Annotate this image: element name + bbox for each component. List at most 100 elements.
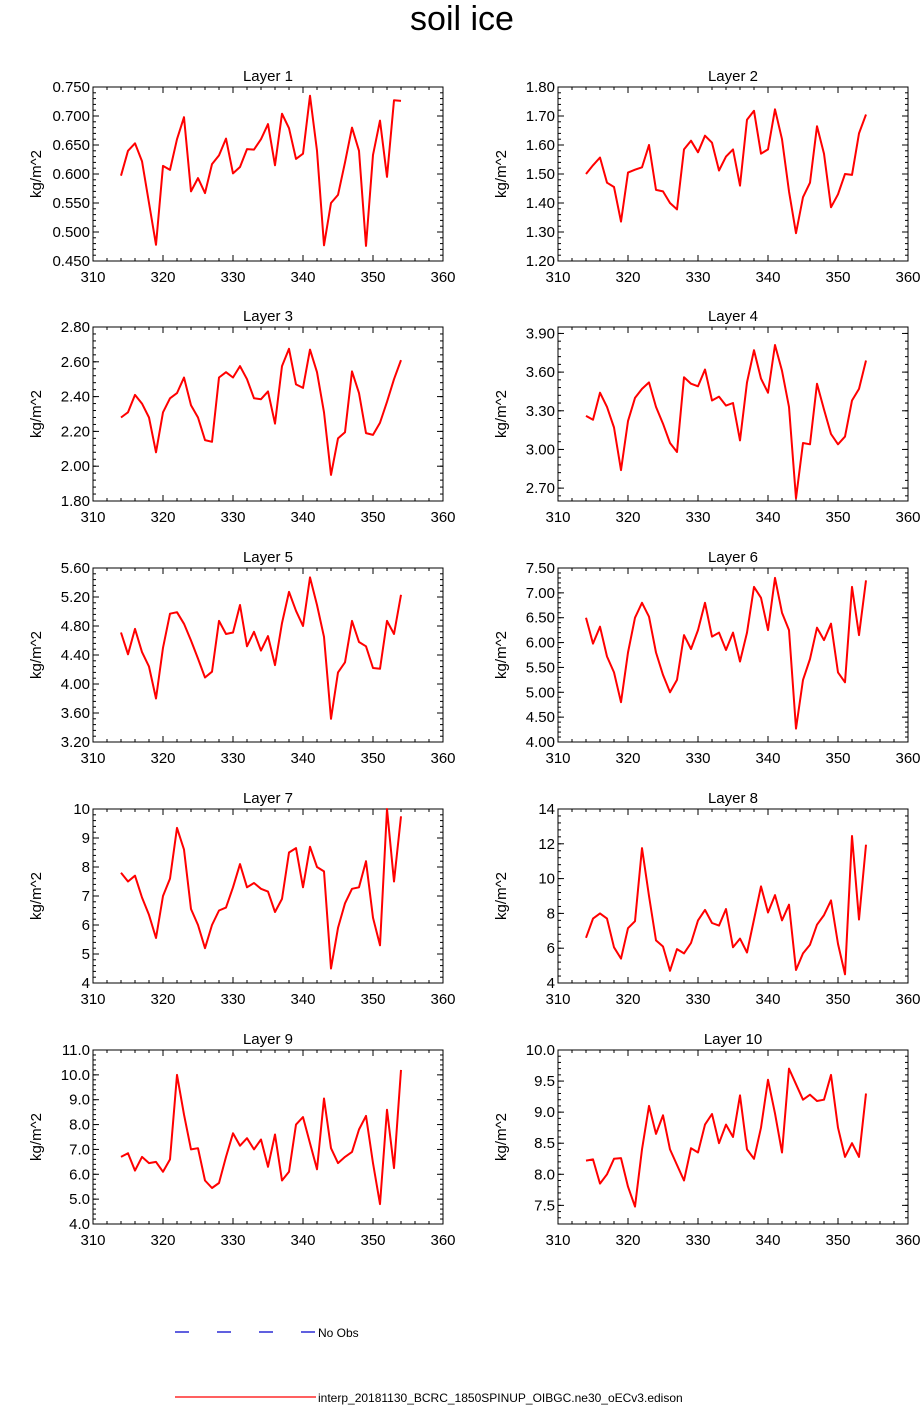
y-tick-label: 0.650 <box>52 137 90 154</box>
plot-frame <box>557 326 909 502</box>
panel-title: Layer 6 <box>708 549 758 566</box>
y-tick-label: 1.70 <box>526 108 555 125</box>
x-tick-label: 360 <box>430 269 455 286</box>
y-tick-label: 10.0 <box>526 1042 555 1059</box>
x-tick-label: 340 <box>755 269 780 286</box>
x-tick-label: 330 <box>220 1232 245 1249</box>
series-line <box>585 1067 867 1208</box>
x-tick-label: 320 <box>150 269 175 286</box>
panel-layer-3: Layer 3 310 320 330 340 350 360 1.80 2.00 2.20 2.4… <box>28 308 456 526</box>
y-axis-label: kg/m^2 <box>493 390 510 438</box>
x-tick-label: 320 <box>615 269 640 286</box>
x-tick-label: 310 <box>80 509 105 526</box>
series-line <box>120 1069 402 1206</box>
y-tick-label: 9.5 <box>534 1073 555 1090</box>
x-tick-label: 310 <box>545 991 570 1008</box>
panel-layer-1: Layer 1 310 320 330 340 350 360 0.450 0.500 0.550… <box>28 68 456 286</box>
panel-title: Layer 2 <box>708 68 758 85</box>
y-tick-label: 4.00 <box>61 676 90 693</box>
x-tick-label: 340 <box>755 1232 780 1249</box>
y-tick-label: 8.5 <box>534 1135 555 1152</box>
x-tick-label: 340 <box>290 269 315 286</box>
series-line <box>585 576 867 730</box>
y-tick-label: 6.00 <box>526 635 555 652</box>
x-tick-label: 350 <box>825 269 850 286</box>
y-tick-label: 1.60 <box>526 137 555 154</box>
panel-layer-9: Layer 9 310 320 330 340 350 360 4.0 5.0 6.0 7.0 8.0… <box>28 1031 456 1249</box>
x-tick-label: 360 <box>895 509 920 526</box>
y-tick-label: 0.450 <box>52 253 90 270</box>
panels-container: Layer 1 310 320 330 340 350 360 0.450 0.500 0.550… <box>28 68 921 1249</box>
panel-layer-10: Layer 10 310 320 330 340 350 360 7.5 8.0 8.5 9.0 9.… <box>493 1031 921 1249</box>
x-tick-label: 350 <box>360 269 385 286</box>
x-tick-label: 320 <box>150 750 175 767</box>
panel-layer-4: Layer 4 310 320 330 340 350 360 2.70 3.00 3.30 3.6… <box>493 308 921 526</box>
x-tick-label: 320 <box>615 1232 640 1249</box>
x-tick-label: 340 <box>290 1232 315 1249</box>
y-tick-label: 5.0 <box>69 1191 90 1208</box>
y-axis-label: kg/m^2 <box>28 1113 45 1161</box>
plot-frame <box>557 808 909 984</box>
x-tick-label: 310 <box>80 991 105 1008</box>
y-tick-label: 12 <box>538 836 555 853</box>
panel-layer-5: Layer 5 310 320 330 340 350 360 3.20 3.60 4.00 4.4… <box>28 549 456 767</box>
y-axis-label: kg/m^2 <box>493 150 510 198</box>
y-tick-label: 10 <box>73 801 90 818</box>
y-tick-label: 11.0 <box>62 1042 90 1059</box>
y-tick-label: 4.80 <box>61 618 90 635</box>
x-tick-label: 350 <box>825 991 850 1008</box>
x-tick-label: 360 <box>430 991 455 1008</box>
y-tick-label: 6.50 <box>526 610 555 627</box>
series-line <box>585 108 867 235</box>
x-tick-label: 360 <box>430 750 455 767</box>
y-tick-label: 10 <box>538 871 555 888</box>
y-tick-label: 5.50 <box>526 659 555 676</box>
x-tick-label: 330 <box>220 269 245 286</box>
x-tick-label: 340 <box>755 991 780 1008</box>
x-tick-label: 350 <box>360 509 385 526</box>
x-tick-label: 310 <box>80 269 105 286</box>
panel-title: Layer 9 <box>243 1031 293 1048</box>
y-tick-label: 3.60 <box>526 364 555 381</box>
y-tick-label: 4 <box>82 975 90 992</box>
y-axis-label: kg/m^2 <box>28 872 45 920</box>
y-tick-label: 1.30 <box>526 224 555 241</box>
y-tick-label: 1.50 <box>526 166 555 183</box>
y-tick-label: 1.80 <box>526 79 555 96</box>
x-tick-label: 330 <box>220 509 245 526</box>
x-tick-label: 310 <box>545 1232 570 1249</box>
y-tick-label: 9 <box>82 830 90 847</box>
x-tick-label: 320 <box>615 991 640 1008</box>
x-tick-label: 360 <box>895 750 920 767</box>
y-tick-label: 6.0 <box>69 1166 90 1183</box>
y-axis-label: kg/m^2 <box>493 1113 510 1161</box>
y-tick-label: 8.0 <box>534 1166 555 1183</box>
series-line <box>120 808 402 970</box>
panel-layer-7: Layer 7 310 320 330 340 350 360 4 5 6 7 8 9 10 kg/m^2 <box>28 790 456 1008</box>
y-tick-label: 7.00 <box>526 585 555 602</box>
series-line <box>585 344 867 500</box>
x-tick-label: 320 <box>150 509 175 526</box>
x-tick-label: 340 <box>290 991 315 1008</box>
y-tick-label: 4.40 <box>61 647 90 664</box>
x-tick-label: 320 <box>150 991 175 1008</box>
y-axis-label: kg/m^2 <box>493 631 510 679</box>
y-tick-label: 3.20 <box>61 734 90 751</box>
y-tick-label: 10.0 <box>61 1067 90 1084</box>
panel-title: Layer 7 <box>243 790 293 807</box>
x-tick-label: 360 <box>895 269 920 286</box>
x-tick-label: 320 <box>150 1232 175 1249</box>
y-tick-label: 3.60 <box>61 705 90 722</box>
x-tick-label: 350 <box>360 750 385 767</box>
figure-title: soil ice <box>410 0 514 38</box>
y-tick-label: 2.40 <box>61 389 90 406</box>
y-tick-label: 4.0 <box>69 1216 90 1233</box>
series-line <box>120 347 402 476</box>
y-tick-label: 8 <box>82 859 90 876</box>
y-tick-label: 5.60 <box>61 560 90 577</box>
y-tick-label: 7.5 <box>534 1197 555 1214</box>
y-tick-label: 2.70 <box>526 480 555 497</box>
y-tick-label: 1.40 <box>526 195 555 212</box>
x-tick-label: 350 <box>825 509 850 526</box>
